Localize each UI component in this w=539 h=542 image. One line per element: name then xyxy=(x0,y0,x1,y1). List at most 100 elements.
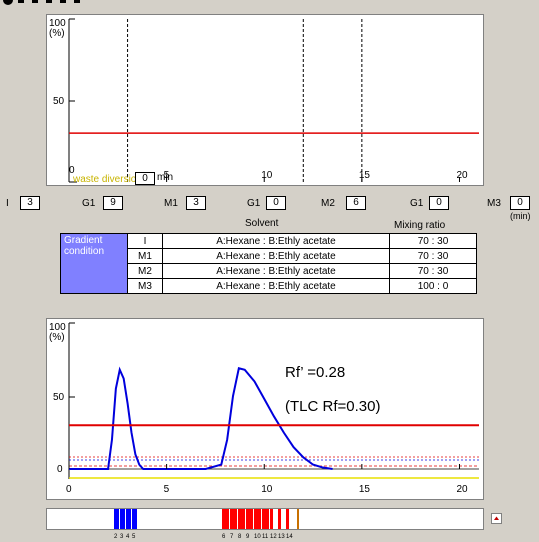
mixing-header: Mixing ratio xyxy=(394,220,446,231)
table-row: M3 A:Hexane : B:Ethly acetate 100 : 0 xyxy=(61,278,477,294)
fraction-label: 14 xyxy=(286,534,293,540)
solvent-cell[interactable]: A:Hexane : B:Ethly acetate xyxy=(162,263,390,279)
solvent-cell[interactable]: A:Hexane : B:Ethly acetate xyxy=(162,233,390,249)
fraction-red[interactable] xyxy=(246,509,253,529)
step-label-m2: M2 xyxy=(321,198,335,209)
series-line xyxy=(69,366,333,470)
fraction-label: 7 xyxy=(230,534,234,540)
gradient-condition-cell: Gradient condition xyxy=(60,233,128,294)
fraction-label: 13 xyxy=(278,534,285,540)
rf-annotation: Rf’ =0.28 xyxy=(285,364,345,381)
fraction-label: 12 xyxy=(270,534,277,540)
x-tick-label: 0 xyxy=(66,484,72,495)
ratio-cell[interactable]: 100 : 0 xyxy=(389,278,477,294)
fraction-label: 6 xyxy=(222,534,226,540)
x-tick-label: 20 xyxy=(456,484,468,495)
fraction-label: 8 xyxy=(238,534,242,540)
ratio-cell[interactable]: 70 : 30 xyxy=(389,233,477,249)
step-input-m1[interactable]: 3 xyxy=(186,196,206,210)
ratio-cell[interactable]: 70 : 30 xyxy=(389,263,477,279)
step-input-g1[interactable]: 9 xyxy=(103,196,123,210)
header-icons xyxy=(3,0,80,5)
step-input-g1[interactable]: 0 xyxy=(429,196,449,210)
fraction-red[interactable] xyxy=(222,509,229,529)
fraction-red[interactable] xyxy=(230,509,237,529)
step-label-i: I xyxy=(6,198,9,209)
x-tick-label: 5 xyxy=(164,484,170,495)
fraction-label: 4 xyxy=(126,534,130,540)
x-tick-label: 10 xyxy=(261,484,273,495)
y-max-label: 100 xyxy=(49,18,66,29)
y-unit-label: (%) xyxy=(49,28,65,39)
step-cell: M1 xyxy=(127,248,163,264)
min-label: (min) xyxy=(510,211,531,221)
scroll-up-button[interactable] xyxy=(491,513,502,524)
fraction-label: 5 xyxy=(132,534,136,540)
fraction-label: 9 xyxy=(246,534,250,540)
step-cell: M3 xyxy=(127,278,163,294)
fraction-label: 3 xyxy=(120,534,124,540)
fraction-svg: 2 3 4 5 6 7 8 9 10 11 12 13 14 xyxy=(114,509,299,540)
fraction-marker xyxy=(297,509,299,529)
x-ticks: 0 5 10 15 20 xyxy=(66,464,468,495)
x-tick-label: 15 xyxy=(359,170,371,181)
header-mark-icon xyxy=(60,0,66,3)
fraction-bar[interactable]: 2 3 4 5 6 7 8 9 10 11 12 13 14 xyxy=(46,508,484,540)
fraction-blue[interactable] xyxy=(126,509,131,529)
gradient-chart-svg: 100 (%) 50 0 5 10 15 20 waste diversion xyxy=(49,18,479,185)
fraction-red[interactable] xyxy=(254,509,261,529)
solvent-cell[interactable]: A:Hexane : B:Ethly acetate xyxy=(162,248,390,264)
waste-label: waste diversion xyxy=(72,174,142,185)
fraction-blue[interactable] xyxy=(120,509,125,529)
y-tick-label: 0 xyxy=(57,464,63,475)
fraction-label: 11 xyxy=(262,534,269,540)
step-cell: M2 xyxy=(127,263,163,279)
step-input-g1[interactable]: 0 xyxy=(266,196,286,210)
waste-unit: min xyxy=(157,172,174,183)
fraction-red[interactable] xyxy=(238,509,245,529)
x-tick-label: 5 xyxy=(164,170,170,181)
fraction-blue[interactable] xyxy=(132,509,137,529)
step-label-g1: G1 xyxy=(410,198,424,209)
fraction-red[interactable] xyxy=(262,509,269,529)
step-input-m3[interactable]: 0 xyxy=(510,196,530,210)
gradient-table: Gradient condition I A:Hexane : B:Ethly a… xyxy=(60,233,477,294)
tlc-annotation: (TLC Rf=0.30) xyxy=(285,398,380,415)
ratio-cell[interactable]: 70 : 30 xyxy=(389,248,477,264)
y-tick-label: 50 xyxy=(53,392,65,403)
header-dot-icon xyxy=(3,0,13,5)
x-tick-label: 20 xyxy=(456,170,468,181)
step-cell: I xyxy=(127,233,163,249)
header-icon-strip xyxy=(2,0,122,8)
table-row: Gradient condition I A:Hexane : B:Ethly a… xyxy=(60,233,477,294)
gradient-chart[interactable]: 100 (%) 50 0 5 10 15 20 waste diversion xyxy=(46,14,484,186)
fraction-red[interactable] xyxy=(278,509,281,529)
chromatogram-chart[interactable]: 100 (%) 50 0 0 5 10 15 20 Rf’ =0.28 (TLC Rf=… xyxy=(46,318,484,500)
fraction-label: 10 xyxy=(254,534,261,540)
y-unit-label: (%) xyxy=(49,332,65,343)
condition-line1: Gradient xyxy=(64,235,103,246)
condition-line2: condition xyxy=(64,246,105,257)
header-mark-icon xyxy=(46,0,52,3)
header-mark-icon xyxy=(74,0,80,3)
step-input-m2[interactable]: 6 xyxy=(346,196,366,210)
fraction-label: 2 xyxy=(114,534,118,540)
fraction-red[interactable] xyxy=(286,509,289,529)
fraction-red[interactable] xyxy=(270,509,273,529)
step-label-g1: G1 xyxy=(82,198,96,209)
header-mark-icon xyxy=(18,0,24,3)
y-tick-label: 100 xyxy=(49,322,66,333)
waste-input[interactable]: 0 xyxy=(135,172,155,185)
step-label-m1: M1 xyxy=(164,198,178,209)
solvent-cell[interactable]: A:Hexane : B:Ethly acetate xyxy=(162,278,390,294)
step-boundaries xyxy=(127,19,363,182)
step-label-m3: M3 xyxy=(487,198,501,209)
solvent-header: Solvent xyxy=(245,218,279,229)
x-tick-label: 10 xyxy=(261,170,273,181)
fraction-blue[interactable] xyxy=(114,509,119,529)
step-input-i[interactable]: 3 xyxy=(20,196,40,210)
series-group xyxy=(69,366,479,470)
y-tick-label: 50 xyxy=(53,96,65,107)
chromatogram-svg: 100 (%) 50 0 0 5 10 15 20 Rf’ =0.28 (TLC Rf=… xyxy=(49,322,479,495)
step-label-g1: G1 xyxy=(247,198,261,209)
